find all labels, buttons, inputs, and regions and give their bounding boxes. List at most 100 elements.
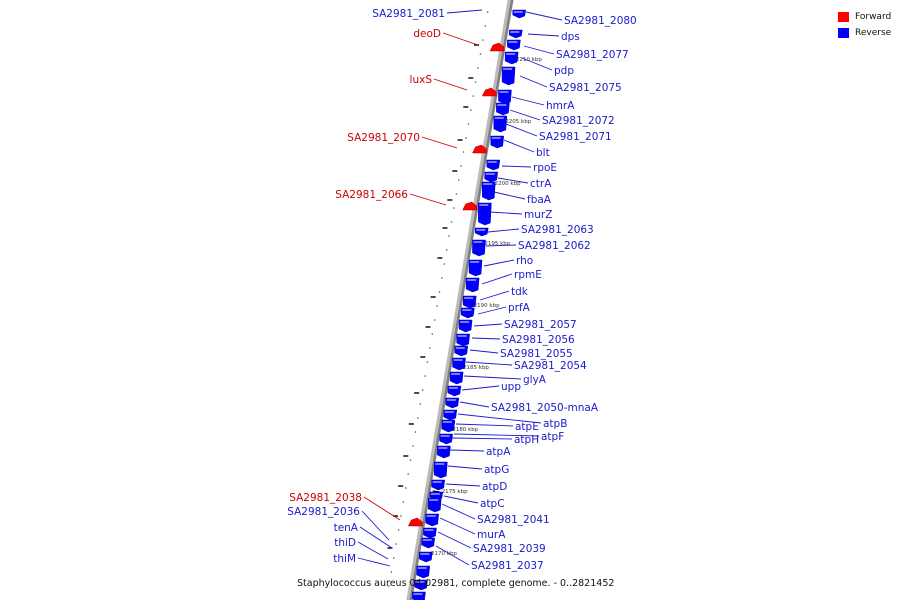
- guide-dot: [441, 277, 443, 279]
- reverse-gene-highlight: [494, 117, 504, 119]
- guide-dot: [412, 445, 414, 447]
- legend: Forward Reverse: [838, 9, 891, 41]
- gene-leader-line: [459, 401, 490, 408]
- genome-caption: Staphylococcus aureus 04-02981, complete…: [297, 578, 615, 589]
- gene-leader-line: [465, 361, 513, 366]
- gene-leader-line: [479, 290, 510, 301]
- gene-label: SA2981_2056: [502, 334, 575, 346]
- gene-label: atpC: [480, 498, 505, 510]
- reverse-gene-highlight: [499, 91, 509, 93]
- legend-label-forward: Forward: [855, 12, 892, 22]
- reverse-gene-highlight: [467, 279, 477, 281]
- guide-dot: [460, 165, 462, 167]
- forward-gene-block: [489, 42, 505, 52]
- gene-leader-line: [473, 323, 503, 327]
- gene-label: SA2981_2077: [556, 49, 629, 61]
- gene-label: prfA: [508, 302, 531, 314]
- gene-label: pdp: [554, 65, 574, 77]
- gene-label: atpB: [543, 418, 567, 430]
- guide-dot: [392, 557, 395, 559]
- reverse-gene-highlight: [487, 161, 497, 163]
- reverse-gene-highlight: [426, 515, 436, 517]
- guide-dot: [445, 249, 448, 251]
- gene-leader-line: [525, 11, 563, 21]
- forward-gene-block: [472, 144, 487, 154]
- gene-leader-line: [449, 449, 485, 452]
- reverse-gene-highlight: [503, 68, 513, 70]
- gene-leader-line: [461, 385, 500, 391]
- gene-label: SA2981_2072: [542, 115, 615, 127]
- gene-leader-line: [481, 273, 513, 285]
- gene-leader-line: [359, 526, 393, 549]
- guide-dot: [484, 25, 487, 27]
- gene-label: SA2981_2054: [514, 360, 587, 372]
- guide-dot: [407, 473, 409, 475]
- reverse-gene-highlight: [506, 53, 516, 55]
- gene-leader-line: [471, 337, 501, 340]
- gene-leader-line: [505, 123, 538, 137]
- legend-item-reverse: Reverse: [838, 25, 891, 41]
- gene-label: thiD: [334, 537, 356, 549]
- reverse-gene-highlight: [442, 421, 452, 423]
- forward-swatch: [838, 12, 849, 22]
- gene-label: atpE: [515, 421, 539, 433]
- legend-label-reverse: Reverse: [855, 28, 892, 38]
- reverse-gene-highlight: [473, 241, 483, 243]
- tick-label: 2170 kbp: [431, 551, 457, 557]
- guide-dot: [417, 417, 419, 419]
- gene-label: murZ: [524, 209, 552, 221]
- gene-label: SA2981_2062: [518, 240, 591, 252]
- gene-label: atpG: [484, 464, 509, 476]
- gene-leader-line: [501, 165, 532, 168]
- gene-leader-line: [519, 75, 548, 88]
- reverse-gene-block: [501, 66, 516, 86]
- guide-dot: [426, 361, 429, 363]
- gene-leader-line: [361, 510, 390, 541]
- gene-label: atpH: [514, 434, 539, 446]
- tick-label: 2200 kbp: [495, 181, 521, 187]
- reverse-gene-highlight: [479, 204, 489, 206]
- reverse-gene-block: [482, 181, 496, 201]
- reverse-gene-highlight: [440, 435, 450, 437]
- gene-label: atpD: [482, 481, 507, 493]
- gene-leader-line: [445, 483, 481, 487]
- gene-label: upp: [501, 381, 521, 393]
- guide-dot: [436, 305, 438, 307]
- gene-leader-line: [455, 423, 514, 427]
- gene-label: SA2981_2081: [372, 8, 445, 20]
- reverse-gene-highlight: [462, 309, 472, 311]
- gene-leader-line: [443, 495, 479, 504]
- reverse-gene-highlight: [422, 539, 432, 541]
- gene-label: atpF: [541, 431, 564, 443]
- guide-dot: [397, 529, 400, 531]
- gene-leader-line: [487, 228, 520, 233]
- guide-dot: [395, 543, 397, 545]
- reverse-gene-highlight: [448, 387, 458, 389]
- reverse-gene-highlight: [457, 335, 467, 337]
- reverse-swatch: [838, 28, 849, 38]
- gene-label: SA2981_2038: [289, 492, 362, 504]
- guide-dot: [424, 375, 426, 377]
- gene-label: tdk: [511, 286, 529, 298]
- guide-dot: [457, 179, 460, 181]
- gene-leader-line: [497, 177, 529, 184]
- reverse-gene-highlight: [438, 447, 448, 449]
- guide-dot: [421, 389, 424, 391]
- forward-gene-block: [407, 517, 423, 527]
- reverse-gene-highlight: [508, 41, 518, 43]
- gene-leader-line: [453, 433, 540, 437]
- reverse-gene-block: [493, 115, 508, 133]
- tick-label: 2175 kbp: [442, 489, 468, 495]
- gene-label: tenA: [334, 522, 359, 534]
- gene-label: hmrA: [546, 100, 575, 112]
- guide-dot: [400, 515, 402, 517]
- reverse-gene-highlight: [464, 297, 474, 299]
- reverse-gene-highlight: [424, 529, 434, 531]
- reverse-gene-highlight: [510, 31, 520, 33]
- reverse-gene-highlight: [444, 411, 454, 413]
- gene-label: rpoE: [533, 162, 557, 174]
- gene-label: ctrA: [530, 178, 552, 190]
- reverse-gene-highlight: [451, 373, 461, 375]
- gene-label: atpA: [486, 446, 511, 458]
